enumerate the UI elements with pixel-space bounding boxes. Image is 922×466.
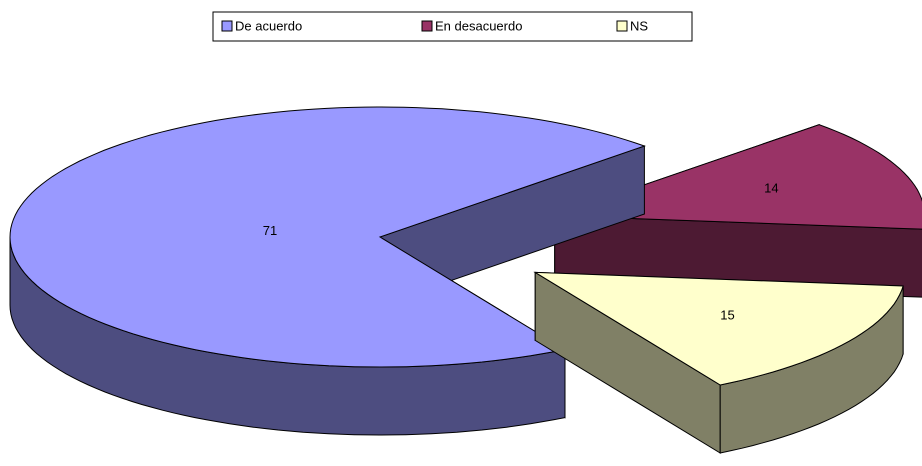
- data-label: 71: [263, 223, 277, 238]
- legend-swatch: [221, 20, 233, 32]
- legend-label: En desacuerdo: [435, 18, 522, 33]
- data-label: 15: [720, 308, 734, 323]
- slice: [554, 124, 922, 230]
- legend-label: De acuerdo: [235, 18, 302, 33]
- legend-swatch: [616, 20, 628, 32]
- legend-swatch: [421, 20, 433, 32]
- legend-label: NS: [630, 18, 648, 33]
- slice: [533, 271, 904, 386]
- slice: [9, 106, 646, 368]
- data-label: 14: [764, 181, 778, 196]
- legend-box: [212, 11, 693, 42]
